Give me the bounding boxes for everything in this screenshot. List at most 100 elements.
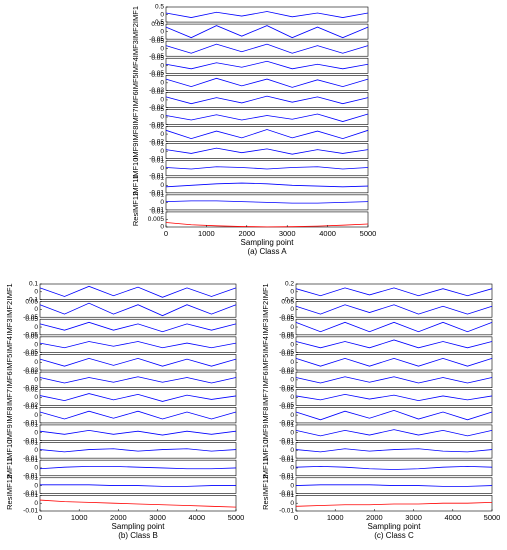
signal-line: [165, 77, 369, 88]
x-tick-label: 0: [38, 513, 42, 522]
y-tick-label: -0.1: [27, 296, 39, 303]
y-tick-label: -0.01: [279, 437, 294, 444]
y-tick-label: 0.05: [25, 334, 38, 341]
y-tick-label: -0.2: [283, 296, 295, 303]
y-tick-label: 0.01: [151, 192, 164, 199]
x-tick-label: 5000: [484, 513, 501, 522]
subplot-frame: [165, 57, 369, 74]
y-axis-label: IMF6: [261, 371, 270, 388]
y-tick-label: 0: [160, 114, 164, 121]
signal-line: [39, 410, 237, 420]
y-tick-label: -0.01: [149, 207, 164, 214]
subplot-frame: [39, 354, 237, 371]
signal-line: [39, 302, 237, 317]
y-tick-label: -0.01: [23, 420, 38, 427]
signal-line: [165, 222, 369, 228]
y-axis-label: IMF9: [131, 143, 140, 160]
subplot-frame: [295, 442, 493, 459]
subplot-frame: [39, 318, 237, 336]
y-tick-label: 0.05: [25, 316, 38, 323]
y-tick-label: -0.01: [149, 155, 164, 162]
signal-line: [165, 11, 369, 18]
y-axis-label: IMF11: [131, 175, 140, 196]
y-tick-label: 0: [34, 289, 38, 296]
y-tick-label: 0.05: [281, 334, 294, 341]
y-tick-label: -0.05: [149, 53, 164, 60]
y-tick-label: 0.01: [25, 422, 38, 429]
y-axis-label: IMF9: [5, 424, 14, 441]
y-tick-label: 0.05: [151, 38, 164, 45]
y-tick-label: -0.01: [149, 190, 164, 197]
x-axis-label: Sampling point: [368, 522, 422, 531]
subplot-frame: [39, 424, 237, 441]
y-axis-label: IMF5: [261, 354, 270, 371]
y-tick-label: 0.01: [281, 439, 294, 446]
subplot-frame: [165, 92, 369, 108]
y-tick-label: -0.05: [23, 314, 38, 321]
subplot-frame: [39, 389, 237, 406]
y-tick-label: 0.01: [25, 404, 38, 411]
y-axis-label: IMF1: [131, 6, 140, 23]
y-tick-label: -0.02: [23, 402, 38, 409]
x-axis-label: Sampling point: [241, 238, 295, 247]
y-tick-label: 0.02: [25, 351, 38, 358]
y-tick-label: -0.02: [279, 384, 294, 391]
subplot-frame: [295, 301, 493, 318]
y-tick-label: 0: [290, 447, 294, 454]
y-tick-label: 0: [160, 80, 164, 87]
y-tick-label: 0: [160, 182, 164, 189]
x-tick-label: 4000: [444, 513, 461, 522]
subplot-frame: [295, 389, 493, 406]
x-tick-label: 2000: [110, 513, 127, 522]
y-tick-label: -0.01: [279, 455, 294, 462]
y-axis-label: IMF11: [261, 458, 270, 479]
subplot-frame: [39, 407, 237, 424]
signal-line: [295, 410, 493, 421]
subplot-frame: [295, 424, 493, 441]
y-tick-label: -0.01: [149, 172, 164, 179]
subplot-frame: [165, 126, 369, 142]
y-tick-label: 0: [34, 412, 38, 419]
subplot-frame: [39, 301, 237, 318]
x-axis-label: Sampling point: [112, 522, 166, 531]
y-tick-label: 0.01: [281, 474, 294, 481]
y-axis-label: IMF12: [5, 475, 14, 496]
x-tick-label: 5000: [360, 229, 377, 238]
y-axis-label: IMF1: [261, 283, 270, 300]
x-tick-label: 2000: [238, 229, 255, 238]
y-tick-label: 0: [290, 289, 294, 296]
y-tick-label: 0.05: [281, 298, 294, 305]
signal-line: [39, 321, 237, 333]
x-tick-label: 4000: [319, 229, 336, 238]
signal-line: [295, 357, 493, 367]
y-tick-label: 0: [160, 224, 164, 231]
signal-line: [165, 60, 369, 70]
y-tick-label: 0: [34, 429, 38, 436]
y-tick-label: -0.01: [279, 490, 294, 497]
y-axis-label: IMF10: [131, 158, 140, 179]
y-tick-label: -0.02: [149, 104, 164, 111]
signal-line: [39, 376, 237, 384]
y-axis-label: IMF9: [261, 424, 270, 441]
y-tick-label: 0: [290, 377, 294, 384]
y-axis-label: IMF6: [5, 371, 14, 388]
y-tick-label: -0.02: [23, 384, 38, 391]
y-tick-label: 0.02: [25, 386, 38, 393]
y-tick-label: 0: [160, 97, 164, 104]
y-tick-label: 0: [34, 394, 38, 401]
y-tick-label: 0: [34, 377, 38, 384]
y-tick-label: -0.01: [23, 472, 38, 479]
y-tick-label: -0.01: [23, 437, 38, 444]
panel-caption: (a) Class A: [247, 247, 287, 256]
signal-line: [295, 448, 493, 453]
y-tick-label: 0.005: [148, 216, 165, 223]
subplot-frame: [295, 283, 493, 300]
y-axis-label: IMF11: [5, 458, 14, 479]
subplot-frame: [39, 495, 237, 512]
signal-line: [39, 465, 237, 470]
y-tick-label: 0.01: [25, 492, 38, 499]
signal-line: [295, 393, 493, 402]
y-tick-label: 0: [290, 324, 294, 331]
y-tick-label: -0.02: [279, 367, 294, 374]
